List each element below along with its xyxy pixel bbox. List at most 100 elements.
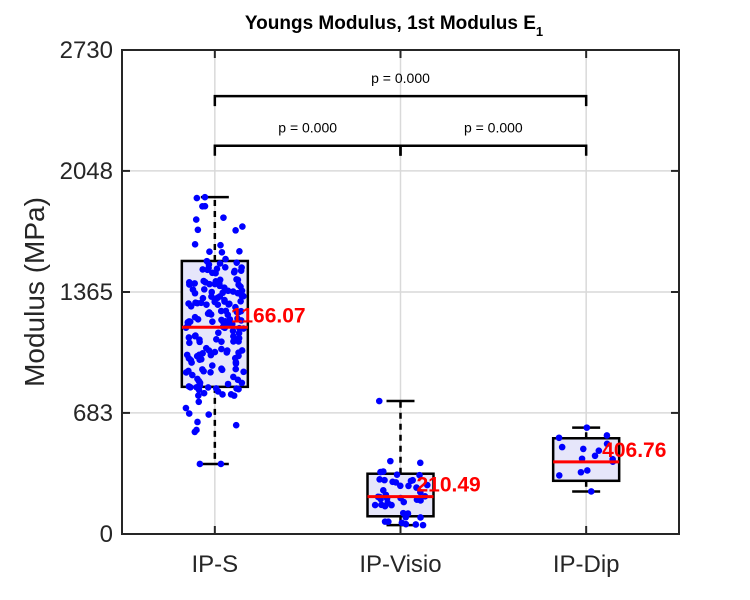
data-point (195, 392, 202, 399)
median-value-label: 1166.07 (231, 304, 306, 327)
data-point (399, 509, 407, 517)
data-point (212, 385, 220, 392)
data-point (583, 424, 591, 431)
data-point (183, 351, 191, 359)
data-point (223, 349, 231, 356)
data-point (230, 268, 238, 276)
data-point (378, 501, 385, 509)
data-point (381, 476, 388, 484)
data-point (185, 410, 193, 417)
data-point (200, 389, 208, 397)
data-point (195, 377, 203, 385)
data-point (205, 264, 212, 272)
data-point (199, 294, 207, 302)
data-point (377, 468, 384, 476)
data-point (235, 329, 243, 337)
chart-title-subscript: 1 (536, 24, 543, 39)
data-point (230, 338, 237, 345)
data-point (232, 365, 240, 373)
data-point (205, 411, 213, 418)
data-point (193, 194, 201, 202)
data-point (229, 327, 237, 335)
median-value-label: 406.76 (602, 439, 666, 462)
data-point (217, 460, 225, 468)
data-point (214, 294, 221, 302)
data-point (202, 279, 209, 286)
data-point (205, 309, 213, 316)
data-point (217, 307, 225, 315)
data-point (191, 332, 199, 340)
y-tick-label: 1365 (60, 279, 113, 306)
y-tick-label: 0 (100, 521, 113, 548)
data-point (192, 216, 200, 223)
y-tick-label: 683 (73, 400, 113, 427)
data-point (220, 214, 227, 221)
data-point (232, 360, 240, 367)
chart-title: Youngs Modulus, 1st Modulus E1 (245, 13, 543, 39)
data-point (232, 227, 239, 234)
data-point (191, 289, 199, 297)
comparison-bracket (213, 94, 588, 107)
data-point (217, 241, 224, 249)
data-point (558, 443, 566, 451)
data-point (199, 366, 206, 373)
data-point (218, 345, 225, 353)
axes: 0 683 1365 2048 2730 IP-S IP-Visio IP-Dip (60, 37, 679, 578)
data-point (216, 276, 224, 284)
data-point (194, 226, 202, 234)
data-point (393, 471, 401, 478)
data-point (218, 249, 226, 256)
data-point (213, 265, 221, 273)
data-point (603, 440, 611, 448)
data-point (196, 460, 204, 468)
data-point (200, 286, 208, 293)
y-axis-label: Modulus (MPa) (19, 197, 50, 387)
data-point (216, 260, 224, 267)
data-point (197, 355, 205, 363)
data-point (389, 478, 396, 486)
data-point (203, 257, 211, 265)
data-point (371, 501, 379, 509)
data-point (203, 301, 210, 308)
data-point (412, 521, 420, 528)
data-point (221, 296, 228, 304)
data-point (182, 404, 190, 412)
data-point (222, 255, 229, 263)
data-point (201, 193, 209, 201)
median-value-label: 210.49 (417, 474, 481, 497)
data-point (191, 280, 198, 287)
data-point (211, 348, 219, 356)
data-point (191, 313, 199, 321)
p-value-label: p = 0.000 (464, 120, 523, 136)
data-point (591, 452, 599, 460)
data-point (199, 266, 206, 273)
data-point (595, 447, 603, 454)
data-point (196, 336, 203, 343)
data-point (417, 514, 424, 521)
data-point (384, 499, 391, 507)
p-value-label: p = 0.000 (278, 120, 337, 136)
x-tick-label: IP-Visio (359, 551, 441, 578)
data-point (209, 362, 216, 369)
data-point (577, 468, 585, 476)
data-point (423, 481, 431, 489)
data-point (230, 373, 237, 381)
data-point (231, 354, 239, 362)
data-point (224, 380, 232, 388)
data-point (185, 300, 192, 307)
x-tick-label: IP-Dip (553, 551, 620, 578)
medians: 1166.07 210.49 406.76 (181, 304, 666, 499)
data-point (405, 482, 412, 490)
data-point (404, 510, 412, 517)
data-point (195, 398, 203, 406)
data-point (214, 301, 222, 308)
data-point (407, 477, 415, 485)
data-point (185, 278, 193, 286)
data-point (237, 307, 245, 315)
data-point (579, 445, 587, 453)
data-point (209, 318, 216, 325)
data-point (397, 482, 404, 490)
data-point (376, 476, 383, 483)
data-point (240, 368, 247, 376)
